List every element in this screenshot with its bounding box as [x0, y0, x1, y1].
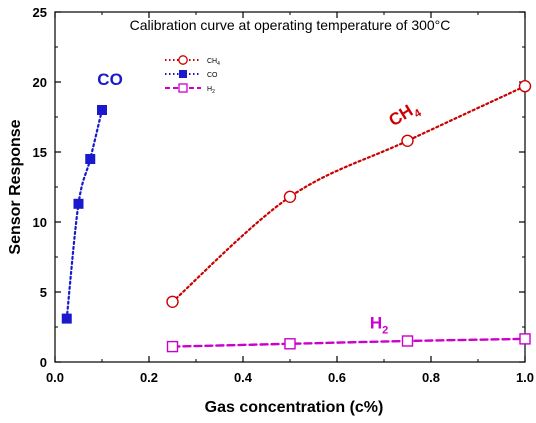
data-point-co	[97, 105, 107, 115]
data-point-ch4	[166, 295, 179, 308]
y-tick-label: 5	[40, 285, 47, 300]
axis-ticks	[54, 11, 526, 363]
data-point-co	[85, 154, 96, 164]
legend-box	[160, 52, 232, 100]
legend-label-co: CO	[207, 72, 218, 79]
x-tick-label: 0.0	[46, 370, 64, 385]
data-point-ch4	[518, 79, 532, 93]
x-tick-label: 1.0	[516, 370, 534, 385]
y-tick-label: 0	[40, 355, 47, 370]
x-tick-label: 0.8	[422, 370, 440, 385]
series-annotations: CO CH4 H2	[97, 70, 424, 337]
x-axis-title: Gas concentration (c%)	[205, 399, 384, 416]
legend-label-ch4: CH4	[207, 58, 220, 67]
series-line-h2	[171, 337, 525, 348]
series-annotation-ch4: CH4	[385, 97, 424, 133]
legend-marker-h2	[178, 83, 188, 93]
series-annotation-co: CO	[97, 70, 123, 89]
series-line-co	[65, 108, 104, 320]
series-markers	[61, 79, 532, 353]
y-tick-label: 25	[33, 5, 47, 20]
x-tick-label: 0.4	[234, 370, 253, 385]
legend-marker-ch4	[178, 55, 188, 65]
series-line-ch4	[171, 85, 525, 303]
plot-area	[54, 11, 526, 363]
chart-title: Calibration curve at operating temperatu…	[130, 17, 451, 33]
data-point-h2	[519, 333, 531, 345]
y-tick-label: 15	[33, 145, 47, 160]
y-axis-title: Sensor Response	[7, 119, 24, 254]
series-annotation-h2: H2	[370, 313, 388, 336]
y-tick-label: 10	[33, 215, 47, 230]
legend-marker-co	[179, 70, 187, 78]
data-point-h2	[166, 340, 179, 353]
data-point-co	[73, 198, 84, 209]
axis-tick-labels: 0.0 0.2 0.4 0.6 0.8 1.0 0 5 10 15 20 25	[33, 5, 535, 385]
x-tick-label: 0.2	[140, 370, 158, 385]
data-point-ch4	[283, 190, 297, 204]
plot-frame	[54, 11, 526, 363]
y-tick-label: 20	[33, 75, 47, 90]
series-lines	[65, 85, 525, 348]
x-tick-label: 0.6	[328, 370, 346, 385]
data-point-ch4	[401, 134, 414, 148]
data-point-co	[61, 313, 72, 324]
data-point-h2	[284, 338, 296, 350]
legend-label-h2: H2	[207, 86, 215, 95]
data-point-h2	[401, 335, 414, 347]
legend: CH4 CO H2	[160, 52, 232, 100]
